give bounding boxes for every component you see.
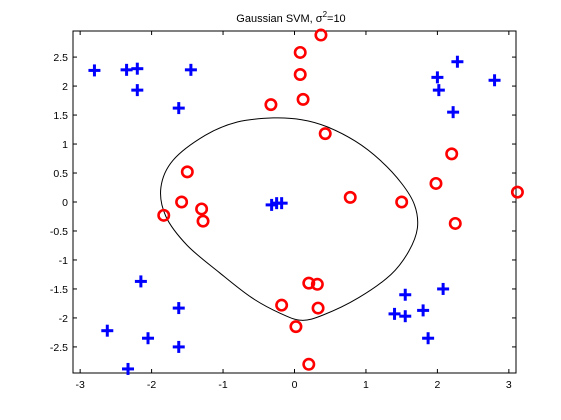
negative-point [302, 357, 316, 371]
positive-point [399, 288, 412, 301]
negative-point [510, 185, 524, 199]
x-tick-label: -1 [218, 379, 227, 391]
positive-point [431, 71, 444, 84]
negative-point [343, 190, 357, 204]
y-tick-label: -2 [59, 313, 68, 325]
positive-point [184, 63, 197, 76]
negative-point [445, 147, 459, 161]
positive-point [432, 84, 445, 97]
negative-point [310, 277, 324, 291]
negative-point [314, 28, 328, 42]
x-tick-label: 1 [363, 379, 369, 391]
negative-point [289, 320, 303, 334]
positive-point [275, 197, 288, 210]
negative-point [275, 298, 289, 312]
y-tick-label: -0.5 [50, 226, 68, 238]
chart-title-main: Gaussian SVM, σ [236, 13, 322, 25]
data-points [88, 28, 524, 375]
negative-point [296, 92, 310, 106]
axis-ticks: -3 -2 -1 0 1 2 3 -2.5 -2 -1.5 -1 -0.5 0 0.5 1 1.5 2 2.5 [50, 31, 516, 391]
positive-point [172, 302, 185, 315]
x-tick-label: 2 [434, 379, 440, 391]
y-tick-label: 2 [62, 81, 68, 93]
negative-point [175, 195, 189, 209]
positive-point [131, 62, 144, 75]
x-tick-label: -2 [147, 379, 156, 391]
positive-point [422, 332, 435, 345]
y-tick-label: -1.5 [50, 284, 68, 296]
positive-point [451, 55, 464, 68]
positive-point [172, 102, 185, 115]
positive-point [488, 74, 501, 87]
positive-point [172, 340, 185, 353]
negative-point [157, 208, 171, 222]
y-tick-label: 1.5 [53, 110, 68, 122]
negative-point [311, 301, 325, 315]
negative-point [264, 98, 278, 112]
chart-title-suffix: =10 [327, 13, 346, 25]
x-tick-label: 0 [292, 379, 298, 391]
positive-point [122, 362, 135, 375]
positive-point [399, 310, 412, 323]
positive-point [101, 324, 114, 337]
y-tick-label: 0.5 [53, 168, 68, 180]
chart-title-superscript: 2 [323, 10, 328, 19]
positive-point [134, 275, 147, 288]
decision-boundary [160, 117, 419, 321]
positive-point [142, 332, 155, 345]
negative-point [195, 202, 209, 216]
y-tick-label: -2.5 [50, 342, 68, 354]
positive-point [120, 63, 133, 76]
positive-point [131, 84, 144, 97]
y-tick-label: 2.5 [53, 52, 68, 64]
boundary-curve [160, 117, 419, 321]
negative-point [293, 67, 307, 81]
y-tick-label: -1 [59, 255, 68, 267]
x-tick-label: -3 [75, 379, 84, 391]
positive-point [388, 307, 401, 320]
negative-point [429, 176, 443, 190]
positive-point [417, 304, 430, 317]
negative-point [196, 214, 210, 228]
chart-title: Gaussian SVM, σ2=10 [236, 10, 345, 25]
positive-point [447, 106, 460, 119]
negative-point [302, 276, 316, 290]
positive-point [88, 64, 101, 77]
negative-point [180, 165, 194, 179]
negative-point [395, 195, 409, 209]
positive-point [437, 282, 450, 295]
plot-area [72, 30, 517, 374]
negative-point [293, 45, 307, 59]
y-tick-label: 0 [62, 197, 68, 209]
negative-point [448, 216, 462, 230]
x-tick-label: 3 [506, 379, 512, 391]
y-tick-label: 1 [62, 139, 68, 151]
negative-point [318, 127, 332, 141]
